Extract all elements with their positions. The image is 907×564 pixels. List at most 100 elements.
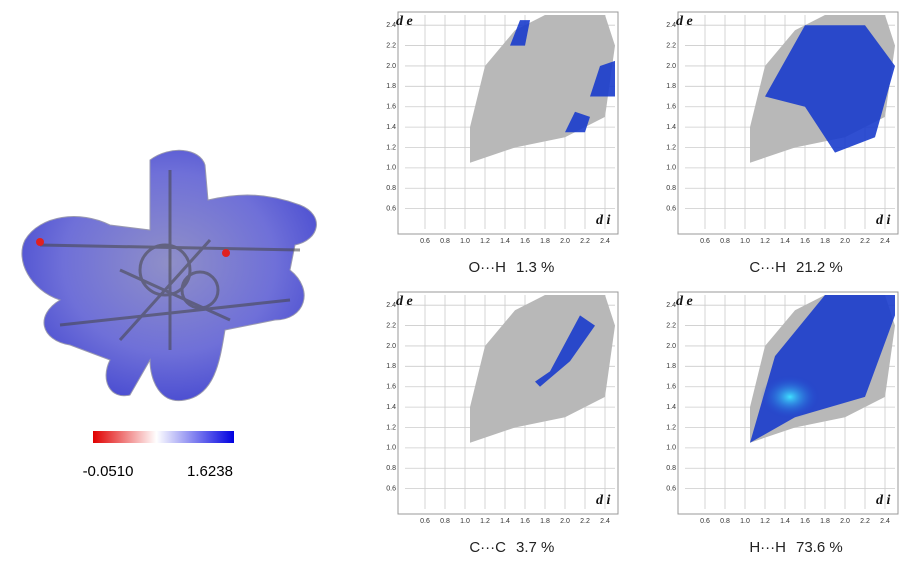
x-tick-label: 1.2 bbox=[480, 238, 490, 245]
x-tick-label: 0.6 bbox=[700, 518, 710, 525]
x-tick-label: 0.6 bbox=[420, 238, 430, 245]
x-axis-label: d i bbox=[876, 213, 891, 228]
contact-share: 73.6 % bbox=[796, 539, 843, 556]
y-axis-label: d e bbox=[396, 294, 413, 309]
x-axis-label: d i bbox=[596, 213, 611, 228]
y-tick-label: 2.4 bbox=[386, 22, 396, 29]
scale-min: -0.0510 bbox=[83, 463, 134, 480]
contact-spot bbox=[36, 238, 44, 246]
x-tick-label: 1.0 bbox=[740, 518, 750, 525]
y-tick-label: 2.0 bbox=[386, 63, 396, 70]
figure: -0.0510 1.6238 0.6 0.6 0.8 0.8 1.0 1.0 1.2 1.2 1… bbox=[0, 0, 907, 559]
x-tick-label: 1.4 bbox=[500, 518, 510, 525]
y-tick-label: 1.0 bbox=[386, 165, 396, 172]
x-tick-label: 0.8 bbox=[720, 238, 730, 245]
y-tick-label: 1.8 bbox=[666, 83, 676, 90]
y-tick-label: 1.2 bbox=[666, 424, 676, 431]
x-tick-label: 2.2 bbox=[860, 238, 870, 245]
x-tick-label: 1.8 bbox=[540, 238, 550, 245]
y-tick-label: 2.4 bbox=[386, 302, 396, 309]
x-tick-label: 2.0 bbox=[560, 518, 570, 525]
y-tick-label: 0.8 bbox=[666, 465, 676, 472]
x-tick-label: 0.6 bbox=[700, 238, 710, 245]
y-tick-label: 2.2 bbox=[666, 322, 676, 329]
y-tick-label: 0.6 bbox=[386, 485, 396, 492]
x-tick-label: 1.4 bbox=[780, 518, 790, 525]
x-tick-label: 0.8 bbox=[440, 518, 450, 525]
contact-label: H···H bbox=[749, 539, 786, 556]
x-tick-label: 1.6 bbox=[800, 238, 810, 245]
x-tick-label: 1.0 bbox=[460, 518, 470, 525]
fingerprint-plot: 0.60.60.80.81.01.01.21.21.41.41.61.61.81… bbox=[666, 12, 898, 276]
x-tick-label: 1.8 bbox=[820, 238, 830, 245]
y-tick-label: 1.4 bbox=[386, 404, 396, 411]
x-tick-label: 1.4 bbox=[500, 238, 510, 245]
contact-spot bbox=[222, 249, 230, 257]
y-tick-label: 2.2 bbox=[666, 42, 676, 49]
x-tick-label: 1.2 bbox=[760, 518, 770, 525]
y-tick-label: 1.0 bbox=[666, 445, 676, 452]
fingerprint-plot: 0.6 0.6 0.8 0.8 1.0 1.0 1.2 1.2 1.4 1.4 1.6 1.6 1.8 1… bbox=[666, 292, 898, 556]
y-tick-label: 2.0 bbox=[386, 343, 396, 350]
hirshfeld-surface: -0.0510 1.6238 bbox=[22, 150, 317, 480]
x-tick-label: 1.2 bbox=[760, 238, 770, 245]
x-tick-label: 2.0 bbox=[840, 518, 850, 525]
x-tick-label: 0.6 bbox=[420, 518, 430, 525]
y-tick-label: 1.2 bbox=[666, 144, 676, 151]
y-tick-label: 1.0 bbox=[666, 165, 676, 172]
y-tick-label: 1.6 bbox=[386, 384, 396, 391]
y-tick-label: 0.8 bbox=[386, 185, 396, 192]
y-tick-label: 2.2 bbox=[386, 322, 396, 329]
fingerprint-plot: 0.60.60.80.81.01.01.21.21.41.41.61.61.81… bbox=[386, 292, 618, 556]
y-tick-label: 1.6 bbox=[666, 384, 676, 391]
x-tick-label: 1.6 bbox=[520, 238, 530, 245]
y-tick-label: 0.8 bbox=[386, 465, 396, 472]
y-tick-label: 2.4 bbox=[666, 302, 676, 309]
y-axis-label: d e bbox=[676, 14, 693, 29]
x-axis-label: d i bbox=[876, 493, 891, 508]
x-tick-label: 0.8 bbox=[440, 238, 450, 245]
y-tick-label: 2.0 bbox=[666, 343, 676, 350]
contact-label: O···H bbox=[469, 259, 507, 276]
x-tick-label: 1.4 bbox=[780, 238, 790, 245]
x-tick-label: 2.4 bbox=[600, 238, 610, 245]
y-tick-label: 2.0 bbox=[666, 63, 676, 70]
y-tick-label: 2.2 bbox=[386, 42, 396, 49]
y-tick-label: 1.2 bbox=[386, 424, 396, 431]
x-axis-label: d i bbox=[596, 493, 611, 508]
x-tick-label: 1.8 bbox=[540, 518, 550, 525]
y-tick-label: 1.4 bbox=[386, 124, 396, 131]
x-tick-label: 2.0 bbox=[560, 238, 570, 245]
x-tick-label: 0.8 bbox=[720, 518, 730, 525]
x-tick-label: 1.6 bbox=[800, 518, 810, 525]
contact-share: 3.7 % bbox=[516, 539, 554, 556]
page: -0.0510 1.6238 0.6 0.6 0.8 0.8 1.0 1.0 1.2 1.2 1… bbox=[0, 0, 907, 559]
x-tick-label: 1.0 bbox=[740, 238, 750, 245]
y-tick-label: 1.8 bbox=[666, 363, 676, 370]
x-tick-label: 1.8 bbox=[820, 518, 830, 525]
y-tick-label: 1.6 bbox=[666, 104, 676, 111]
y-tick-label: 1.8 bbox=[386, 363, 396, 370]
contact-label: C···H bbox=[749, 259, 786, 276]
x-tick-label: 2.4 bbox=[880, 238, 890, 245]
contact-share: 1.3 % bbox=[516, 259, 554, 276]
y-axis-label: d e bbox=[396, 14, 413, 29]
x-tick-label: 1.6 bbox=[520, 518, 530, 525]
x-tick-label: 2.0 bbox=[840, 238, 850, 245]
y-tick-label: 0.6 bbox=[666, 205, 676, 212]
y-tick-label: 1.4 bbox=[666, 124, 676, 131]
y-tick-label: 0.6 bbox=[666, 485, 676, 492]
x-tick-label: 2.4 bbox=[880, 518, 890, 525]
scale-max: 1.6238 bbox=[187, 463, 233, 480]
x-tick-label: 2.2 bbox=[580, 518, 590, 525]
y-tick-label: 1.8 bbox=[386, 83, 396, 90]
y-axis-label: d e bbox=[676, 294, 693, 309]
y-tick-label: 1.0 bbox=[386, 445, 396, 452]
color-scale bbox=[93, 431, 234, 443]
x-tick-label: 1.0 bbox=[460, 238, 470, 245]
y-tick-label: 2.4 bbox=[666, 22, 676, 29]
fingerprint-plot: 0.60.60.80.81.01.01.21.21.41.41.61.61.81… bbox=[386, 12, 618, 276]
contact-share: 21.2 % bbox=[796, 259, 843, 276]
y-tick-label: 0.6 bbox=[386, 205, 396, 212]
y-tick-label: 1.4 bbox=[666, 404, 676, 411]
